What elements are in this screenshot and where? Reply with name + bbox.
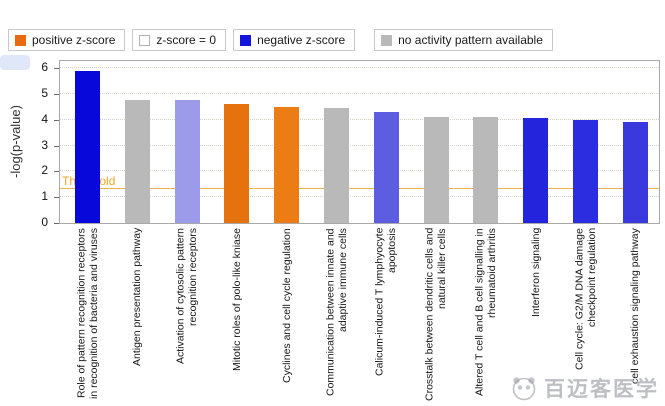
bar-4 <box>224 104 250 223</box>
y-tick-label-1: 1 <box>41 189 48 204</box>
threshold-line <box>60 188 659 190</box>
bar-8 <box>423 117 449 223</box>
legend-swatch-icon <box>240 34 252 46</box>
gridline-y-2 <box>60 170 659 172</box>
bar-3 <box>174 100 200 223</box>
watermark-text: 百迈客医学 <box>544 378 659 401</box>
bar-7 <box>373 111 399 223</box>
y-tick-label-4: 4 <box>41 111 48 126</box>
legend-label: z-score = 0 <box>156 33 217 47</box>
gridline-y-3 <box>60 144 659 146</box>
legend-swatch-icon <box>139 34 151 46</box>
bar-1 <box>75 70 100 223</box>
x-tick-label-2: Antigen presentation pathway <box>131 228 144 367</box>
y-tick-mark-5 <box>54 93 59 95</box>
legend-item-2: z-score = 0 <box>132 29 227 51</box>
x-tick-label-4: Mitotic roles of polo-like kniase <box>230 228 243 371</box>
watermark: 百迈客医学 <box>509 373 659 403</box>
y-tick-mark-6 <box>54 68 59 70</box>
bar-6 <box>324 108 349 223</box>
gridline-y-6 <box>60 67 659 69</box>
chart-legend: positive z-score z-score = 0 negative z-sc… <box>8 29 560 51</box>
x-tick-label-3: Activation of cytosolic pattern recognit… <box>174 228 200 364</box>
bar-12 <box>622 122 648 223</box>
y-tick-label-5: 5 <box>41 85 48 100</box>
x-tick-label-8: Crosstalk between dendritic cells and na… <box>423 228 449 402</box>
y-tick-mark-2 <box>54 171 59 173</box>
y-tick-mark-4 <box>54 119 59 121</box>
y-tick-label-0: 0 <box>41 215 48 229</box>
bar-9 <box>473 117 499 223</box>
bar-10 <box>523 118 549 223</box>
x-tick-label-1: Role of pattern recognition receptors in… <box>75 228 100 400</box>
bar-5 <box>274 106 300 223</box>
legend-item-1: positive z-score <box>8 29 126 51</box>
y-tick-mark-3 <box>54 145 59 147</box>
legend-swatch-icon <box>15 34 26 46</box>
legend-item-4: no activity pattern available <box>374 29 553 51</box>
screenshot-smudge-artifact <box>0 55 30 70</box>
legend-label: negative z-score <box>257 33 346 47</box>
plot-area: Threshold <box>59 60 660 224</box>
gridline-y-4 <box>60 118 659 120</box>
y-tick-label-2: 2 <box>41 163 48 178</box>
y-tick-mark-0 <box>54 223 59 224</box>
legend-item-3: negative z-score <box>233 29 356 51</box>
y-tick-label-6: 6 <box>41 60 48 75</box>
x-tick-label-6: Communication between innate and adaptiv… <box>324 228 349 396</box>
bar-11 <box>573 119 598 223</box>
y-tick-mark-1 <box>54 197 59 199</box>
x-tick-label-9: Altered T cell and B cell signalling in … <box>473 228 498 396</box>
x-tick-label-5: Cyclines and cell cycle regulation <box>280 228 293 383</box>
bar-2 <box>124 100 150 223</box>
gridline-y-1 <box>60 196 659 198</box>
gridline-y-5 <box>60 92 659 94</box>
legend-label: positive z-score <box>32 33 116 47</box>
legend-swatch-icon <box>381 34 393 46</box>
y-tick-label-3: 3 <box>41 137 48 152</box>
legend-label: no activity pattern available <box>398 33 543 47</box>
watermark-panda-logo <box>512 377 536 401</box>
x-tick-label-7: Calicum-induced T lymphyocyte apoptosis <box>373 228 399 377</box>
